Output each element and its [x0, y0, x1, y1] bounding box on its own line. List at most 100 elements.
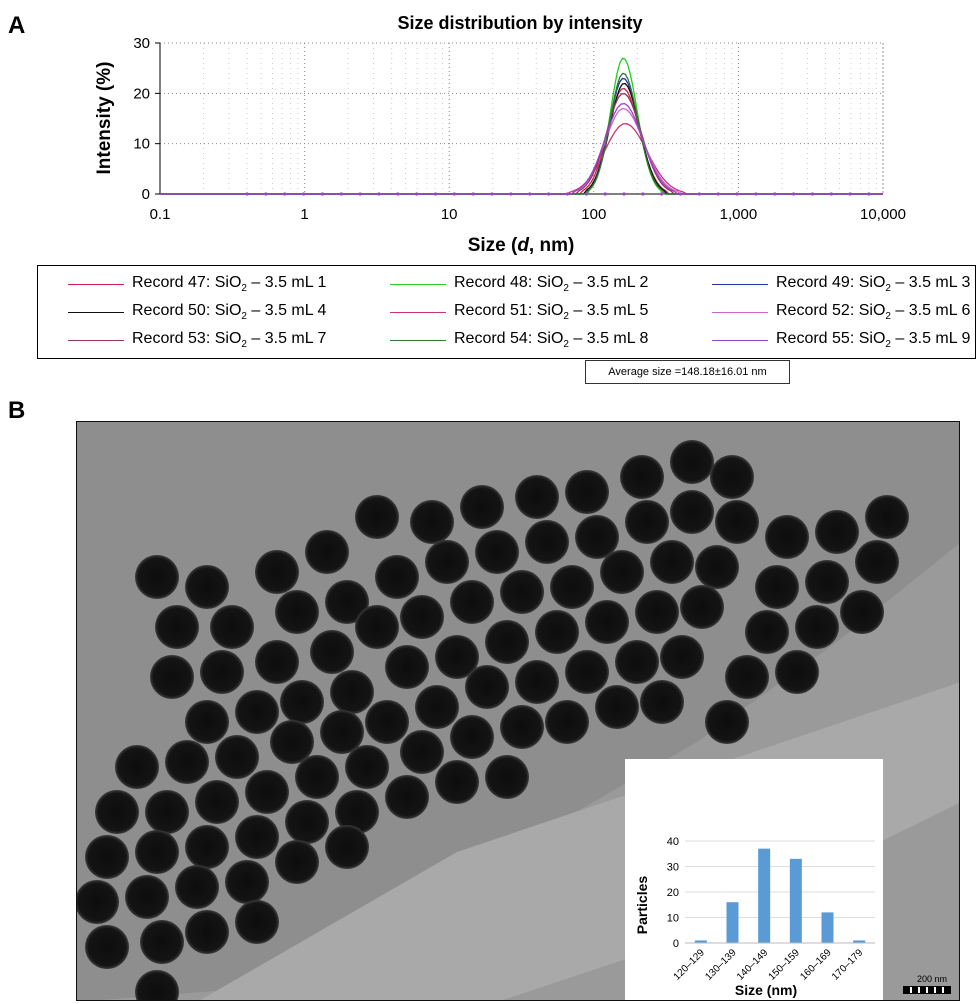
nanoparticle	[855, 540, 899, 584]
legend-label: Record 51: SiO2 – 3.5 mL 5	[454, 302, 648, 322]
legend-label-sub: 2	[885, 283, 891, 295]
hist-bar	[789, 858, 802, 943]
baseline-marker	[301, 192, 306, 196]
nanoparticle	[680, 585, 724, 629]
baseline-marker	[660, 192, 664, 196]
nanoparticle	[525, 520, 569, 564]
baseline-marker	[678, 192, 683, 196]
nanoparticle	[165, 740, 209, 784]
nanoparticle	[215, 735, 259, 779]
legend-item: Record 53: SiO2 – 3.5 mL 7	[68, 330, 326, 350]
legend-label-main: Record 47: SiO	[132, 274, 242, 291]
nanoparticle	[355, 605, 399, 649]
nanoparticle	[450, 580, 494, 624]
baseline-marker	[565, 192, 570, 196]
grid-lines	[159, 42, 884, 195]
hist-bar	[758, 848, 771, 943]
legend-swatch	[712, 283, 768, 285]
nanoparticle	[210, 605, 254, 649]
legend-label-tail: – 3.5 mL 7	[246, 330, 327, 347]
nanoparticle	[705, 700, 749, 744]
x-tick-label: 10	[441, 206, 458, 223]
legend: Record 47: SiO2 – 3.5 mL 1 Record 48: SiO…	[37, 265, 976, 359]
series-line	[160, 93, 883, 195]
average-size-label: Average size =148.18±16.01 nm	[585, 360, 790, 384]
series-line	[160, 102, 883, 195]
nanoparticle	[485, 620, 529, 664]
legend-label-main: Record 49: SiO	[776, 274, 886, 291]
histogram-chart: 0 10 20 30 40 120–129130–139140–149150–159160…	[634, 836, 875, 998]
series-line	[160, 77, 883, 195]
nanoparticle	[375, 555, 419, 599]
nanoparticle	[365, 700, 409, 744]
baseline-marker	[773, 192, 777, 196]
x-axis-label-prefix: Size (	[468, 235, 518, 256]
nanoparticle	[670, 440, 714, 484]
baseline-marker	[867, 192, 871, 196]
y-tick-label: 10	[133, 136, 150, 153]
nanoparticle	[745, 610, 789, 654]
legend-label-tail: – 3.5 mL 5	[568, 302, 649, 319]
axes: 0.1 1 10 100 1,000 10,000 0 10 20 30	[133, 35, 906, 223]
nanoparticle	[355, 495, 399, 539]
dls-chart: Size distribution by intensity 0.1 1 10 100…	[94, 13, 906, 256]
chart-title: Size distribution by intensity	[397, 13, 642, 33]
nanoparticle	[330, 670, 374, 714]
legend-label-sub: 2	[241, 311, 247, 323]
legend-label-main: Record 54: SiO	[454, 330, 564, 347]
nanoparticle	[715, 500, 759, 544]
series-line	[160, 87, 883, 195]
nanoparticle	[325, 580, 369, 624]
nanoparticle	[305, 530, 349, 574]
hist-bar	[726, 902, 739, 943]
legend-swatch	[68, 311, 124, 313]
legend-label-sub: 2	[563, 283, 569, 295]
nanoparticle	[400, 730, 444, 774]
nanoparticle	[175, 865, 219, 909]
nanoparticle	[280, 680, 324, 724]
nanoparticle	[765, 515, 809, 559]
legend-swatch	[712, 311, 768, 313]
nanoparticle	[865, 495, 909, 539]
hist-bar	[821, 912, 834, 943]
nanoparticle	[595, 685, 639, 729]
hist-x-tick-label: 150–159	[767, 947, 803, 983]
hist-bars	[694, 848, 866, 943]
nanoparticle	[620, 455, 664, 499]
nanoparticle	[465, 665, 509, 709]
hist-x-tick-label: 170–179	[830, 947, 866, 983]
nanoparticle	[635, 590, 679, 634]
nanoparticle	[435, 760, 479, 804]
nanoparticle	[425, 540, 469, 584]
nanoparticle	[335, 790, 379, 834]
nanoparticle	[475, 530, 519, 574]
tem-micrograph	[77, 422, 959, 1000]
nanoparticle	[500, 570, 544, 614]
baseline-marker	[829, 192, 833, 196]
nanoparticle	[85, 835, 129, 879]
nanoparticle	[815, 510, 859, 554]
legend-item: Record 48: SiO2 – 3.5 mL 2	[390, 274, 648, 294]
legend-label-main: Record 48: SiO	[454, 274, 564, 291]
nanoparticle	[320, 710, 364, 754]
hist-bar	[694, 940, 707, 943]
baseline-marker	[754, 192, 758, 196]
x-tick-label: 10,000	[860, 206, 906, 223]
baseline-marker	[584, 192, 588, 196]
x-axis-label: Size (d, nm)	[468, 235, 575, 256]
scale-bar-label: 200 nm	[916, 974, 947, 984]
nanoparticle	[235, 690, 279, 734]
nanoparticle	[550, 565, 594, 609]
nanoparticle	[255, 550, 299, 594]
legend-label-sub: 2	[885, 311, 891, 323]
legend-label-main: Record 55: SiO	[776, 330, 886, 347]
legend-item: Record 51: SiO2 – 3.5 mL 5	[390, 302, 648, 322]
legend-label-tail: – 3.5 mL 3	[890, 274, 971, 291]
nanoparticle	[185, 700, 229, 744]
nanoparticle	[235, 815, 279, 859]
nanoparticle	[565, 650, 609, 694]
nanoparticle	[145, 790, 189, 834]
hist-bar	[853, 940, 866, 943]
nanoparticle	[155, 605, 199, 649]
baseline-marker	[377, 192, 381, 196]
